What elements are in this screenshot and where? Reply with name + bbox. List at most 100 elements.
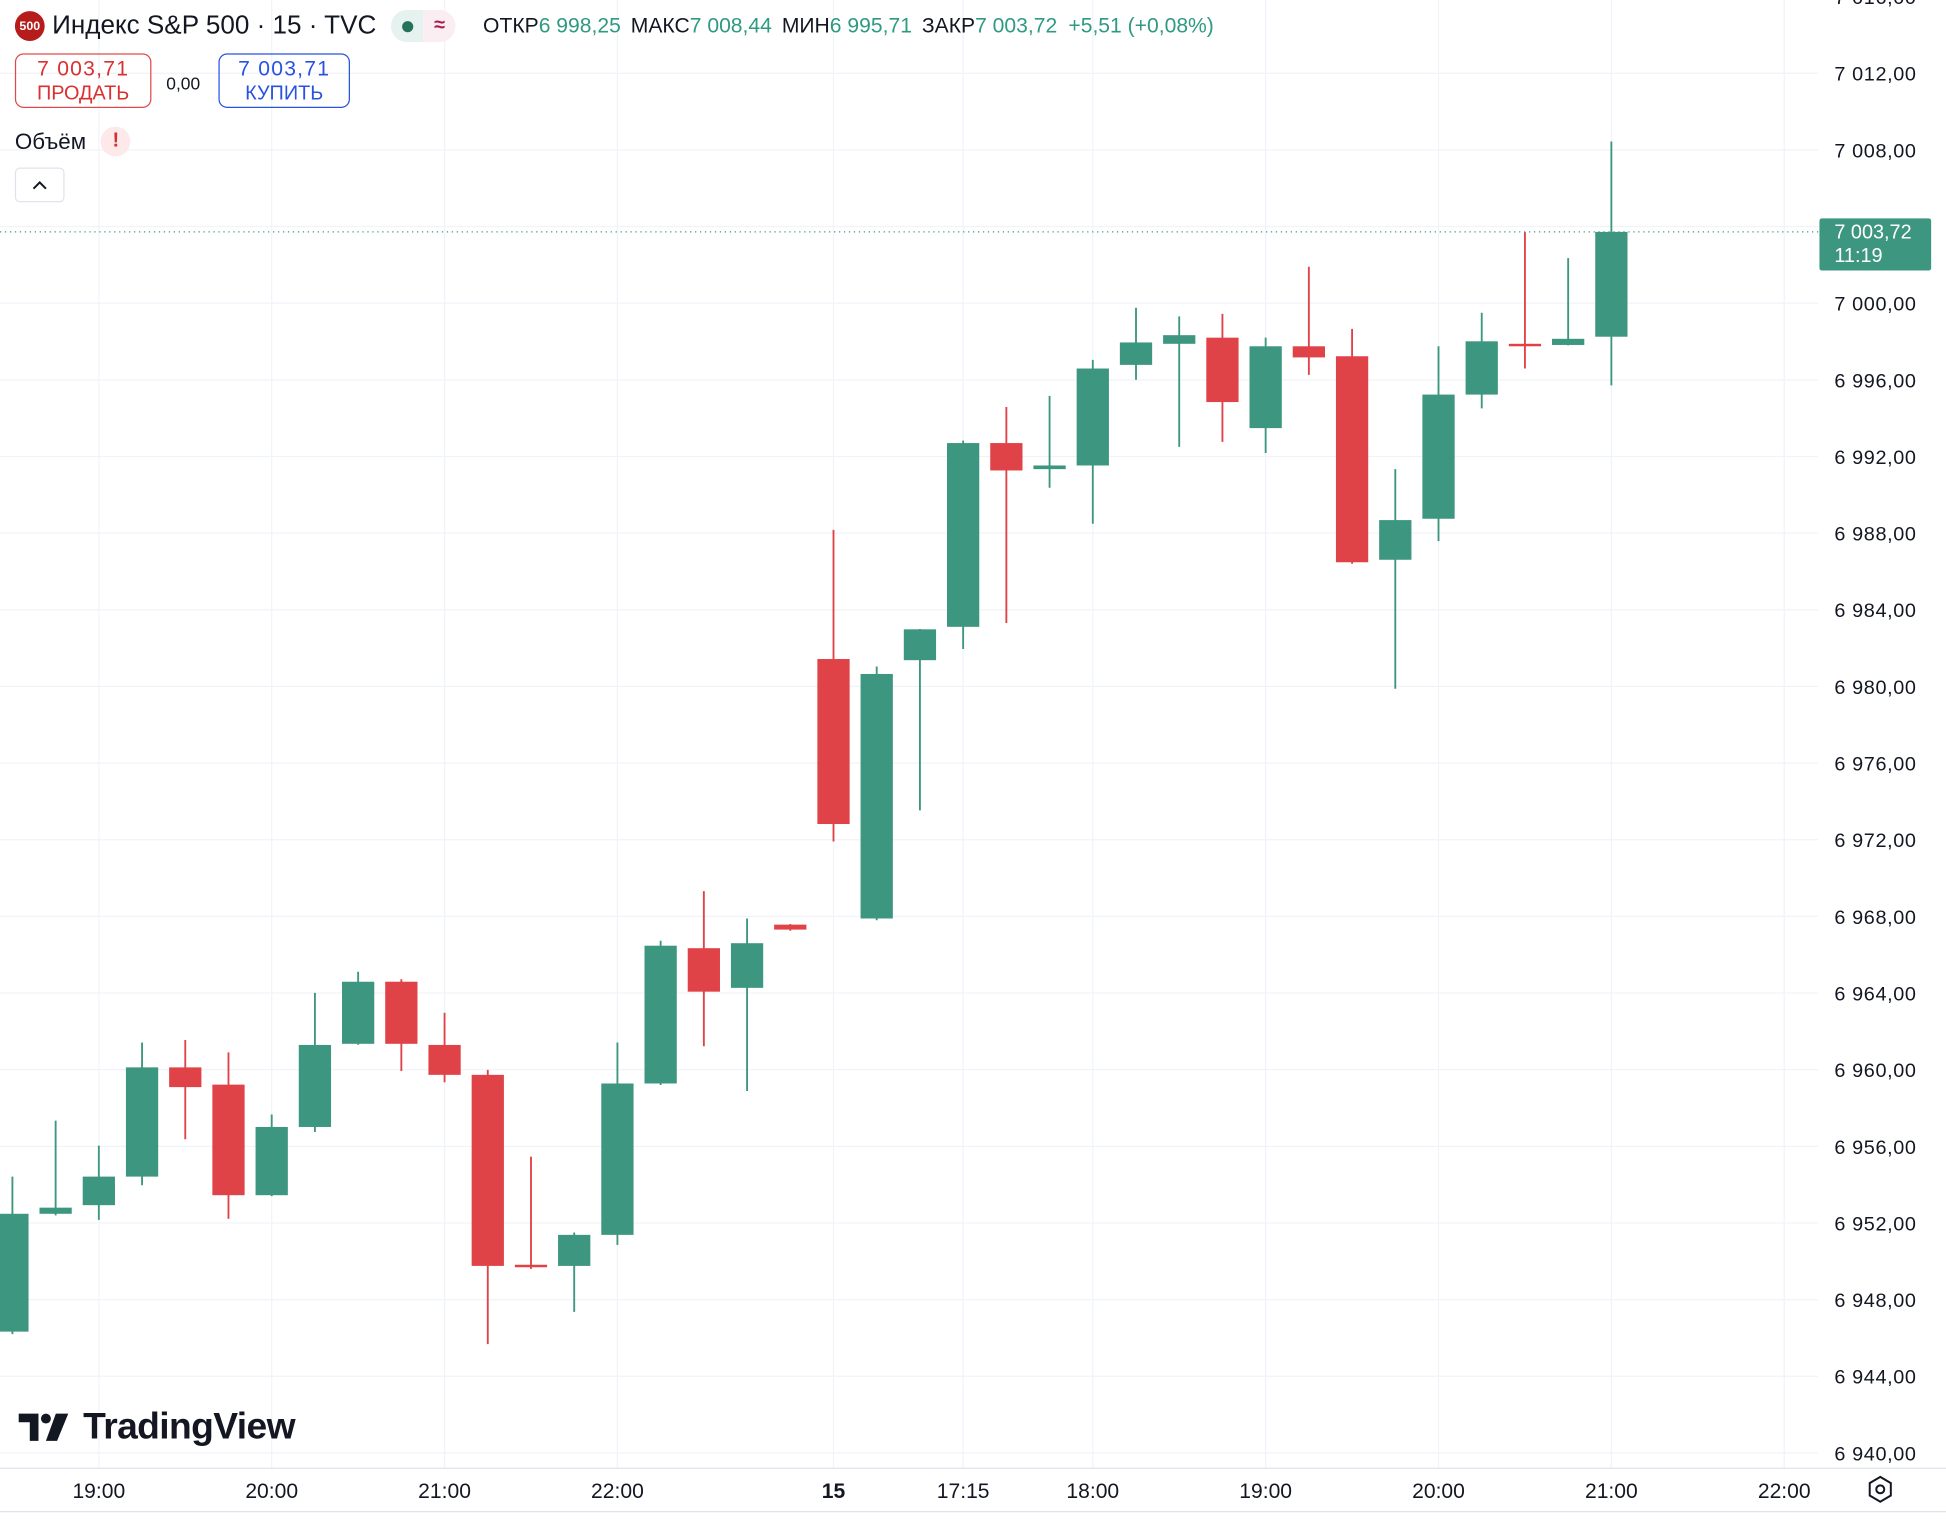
y-tick-label: 6 980,00: [1834, 677, 1916, 699]
candle-body-up: [341, 981, 375, 1044]
candle-body-up: [125, 1067, 159, 1177]
chevron-up-icon: [32, 181, 47, 190]
y-tick-label: 6 944,00: [1834, 1367, 1916, 1389]
last-price: 7 003,72: [1834, 222, 1912, 244]
spread-value: 0,00: [166, 73, 201, 94]
y-tick-label: 6 972,00: [1834, 830, 1916, 852]
candle-body-down: [1206, 337, 1239, 403]
last-price-tag: 7 003,72 11:19: [1819, 218, 1932, 271]
buy-button[interactable]: 7 003,71 КУПИТЬ: [218, 53, 350, 108]
x-tick-label: 19:00: [72, 1480, 125, 1503]
candle-body-up: [0, 1213, 29, 1332]
candle-body-up: [298, 1044, 332, 1127]
x-tick-label: 15: [822, 1480, 846, 1503]
candle-body-up: [947, 443, 980, 627]
tradingview-logo[interactable]: TradingView: [18, 1406, 296, 1448]
candle-body-up: [255, 1126, 288, 1196]
x-tick-label: 21:00: [418, 1480, 471, 1503]
y-tick-label: 6 956,00: [1834, 1137, 1916, 1159]
low-label: МИН: [781, 13, 830, 38]
y-tick-label: 6 976,00: [1834, 754, 1916, 776]
high-value: 7 008,44: [689, 13, 772, 38]
y-tick-label: 6 964,00: [1834, 983, 1916, 1005]
x-tick-label: 21:00: [1585, 1480, 1638, 1503]
candle-body-up: [1033, 465, 1066, 470]
x-tick-label: 19:00: [1239, 1480, 1292, 1503]
y-tick-label: 6 968,00: [1834, 907, 1916, 929]
y-tick-label: 7 012,00: [1834, 64, 1916, 86]
market-status[interactable]: ≈: [391, 9, 456, 43]
x-tick-label: 17:15: [937, 1480, 990, 1503]
close-label: ЗАКР: [921, 13, 976, 38]
buy-price: 7 003,71: [238, 57, 331, 81]
candle-body-up: [558, 1234, 591, 1266]
candle-body-down: [212, 1084, 245, 1196]
logo-text: TradingView: [83, 1406, 295, 1448]
candle-body-down: [1508, 343, 1542, 347]
change-value: +5,51 (+0,08%): [1068, 13, 1214, 38]
volume-indicator[interactable]: Объём !: [14, 126, 131, 157]
x-tick-label: 22:00: [591, 1480, 644, 1503]
x-tick-label: 22:00: [1758, 1480, 1811, 1503]
y-tick-label: 6 960,00: [1834, 1060, 1916, 1082]
sell-price: 7 003,71: [37, 57, 130, 81]
candle-body-up: [1465, 341, 1498, 395]
candle-body-down: [1292, 346, 1325, 358]
candle-body-up: [903, 629, 937, 661]
tradingview-logo-icon: [18, 1413, 69, 1441]
chart-header: 500 Индекс S&P 500 · 15 · TVC ≈ ОТКР 6 99…: [14, 9, 1214, 43]
candle-body-up: [1119, 342, 1153, 365]
y-tick-label: 6 940,00: [1834, 1443, 1916, 1465]
y-tick-label: 6 984,00: [1834, 600, 1916, 622]
volume-label: Объём: [14, 128, 87, 154]
symbol-title[interactable]: Индекс S&P 500 · 15 · TVC: [52, 11, 377, 40]
open-label: ОТКР: [483, 13, 539, 38]
candle-body-up: [1422, 394, 1455, 519]
y-tick-label: 7 016,00: [1834, 0, 1916, 9]
candle-body-up: [644, 945, 677, 1084]
ohlc-legend: ОТКР 6 998,25 МАКС 7 008,44 МИН 6 995,71 ЗА…: [473, 14, 1214, 39]
x-tick-label: 18:00: [1066, 1480, 1119, 1503]
candle-body-up: [1163, 335, 1196, 344]
candle-body-up: [860, 673, 893, 919]
sell-label: ПРОДАТЬ: [36, 83, 130, 105]
candle-body-up: [1379, 520, 1412, 560]
symbol-logo: 500: [14, 11, 45, 41]
candle-body-down: [817, 659, 850, 825]
candle-body-up: [730, 943, 764, 988]
candle-body-down: [687, 948, 720, 992]
candle-body-up: [39, 1207, 72, 1214]
candle-body-down: [514, 1264, 548, 1268]
candle-body-down: [385, 981, 418, 1044]
candle-body-down: [1335, 356, 1369, 563]
low-value: 6 995,71: [829, 13, 912, 38]
candle-body-up: [601, 1083, 634, 1235]
delayed-data-icon: ≈: [423, 9, 456, 43]
candle-body-up: [1552, 338, 1585, 345]
candle-body-down: [774, 924, 807, 930]
y-tick-label: 7 000,00: [1834, 294, 1916, 316]
y-tick-label: 6 952,00: [1834, 1213, 1916, 1235]
candle-body-down: [990, 443, 1023, 471]
candle-body-down: [169, 1067, 202, 1088]
bar-countdown: 11:19: [1834, 245, 1883, 267]
close-value: 7 003,72: [975, 13, 1058, 38]
warning-icon[interactable]: !: [100, 126, 131, 157]
candle-body-down: [428, 1044, 461, 1075]
candle-body-down: [471, 1074, 504, 1266]
y-tick-label: 6 988,00: [1834, 524, 1916, 546]
market-open-icon: [391, 9, 424, 43]
candle-body-up: [82, 1176, 115, 1206]
buy-label: КУПИТЬ: [245, 83, 324, 105]
open-value: 6 998,25: [538, 13, 621, 38]
sell-button[interactable]: 7 003,71 ПРОДАТЬ: [14, 53, 152, 108]
candle-body-up: [1595, 231, 1628, 337]
y-tick-label: 6 996,00: [1834, 370, 1916, 392]
high-label: МАКС: [630, 13, 690, 38]
settings-icon[interactable]: [1865, 1474, 1895, 1504]
candle-body-up: [1249, 346, 1282, 429]
collapse-legend-button[interactable]: [14, 167, 65, 203]
y-tick-label: 7 008,00: [1834, 140, 1916, 162]
